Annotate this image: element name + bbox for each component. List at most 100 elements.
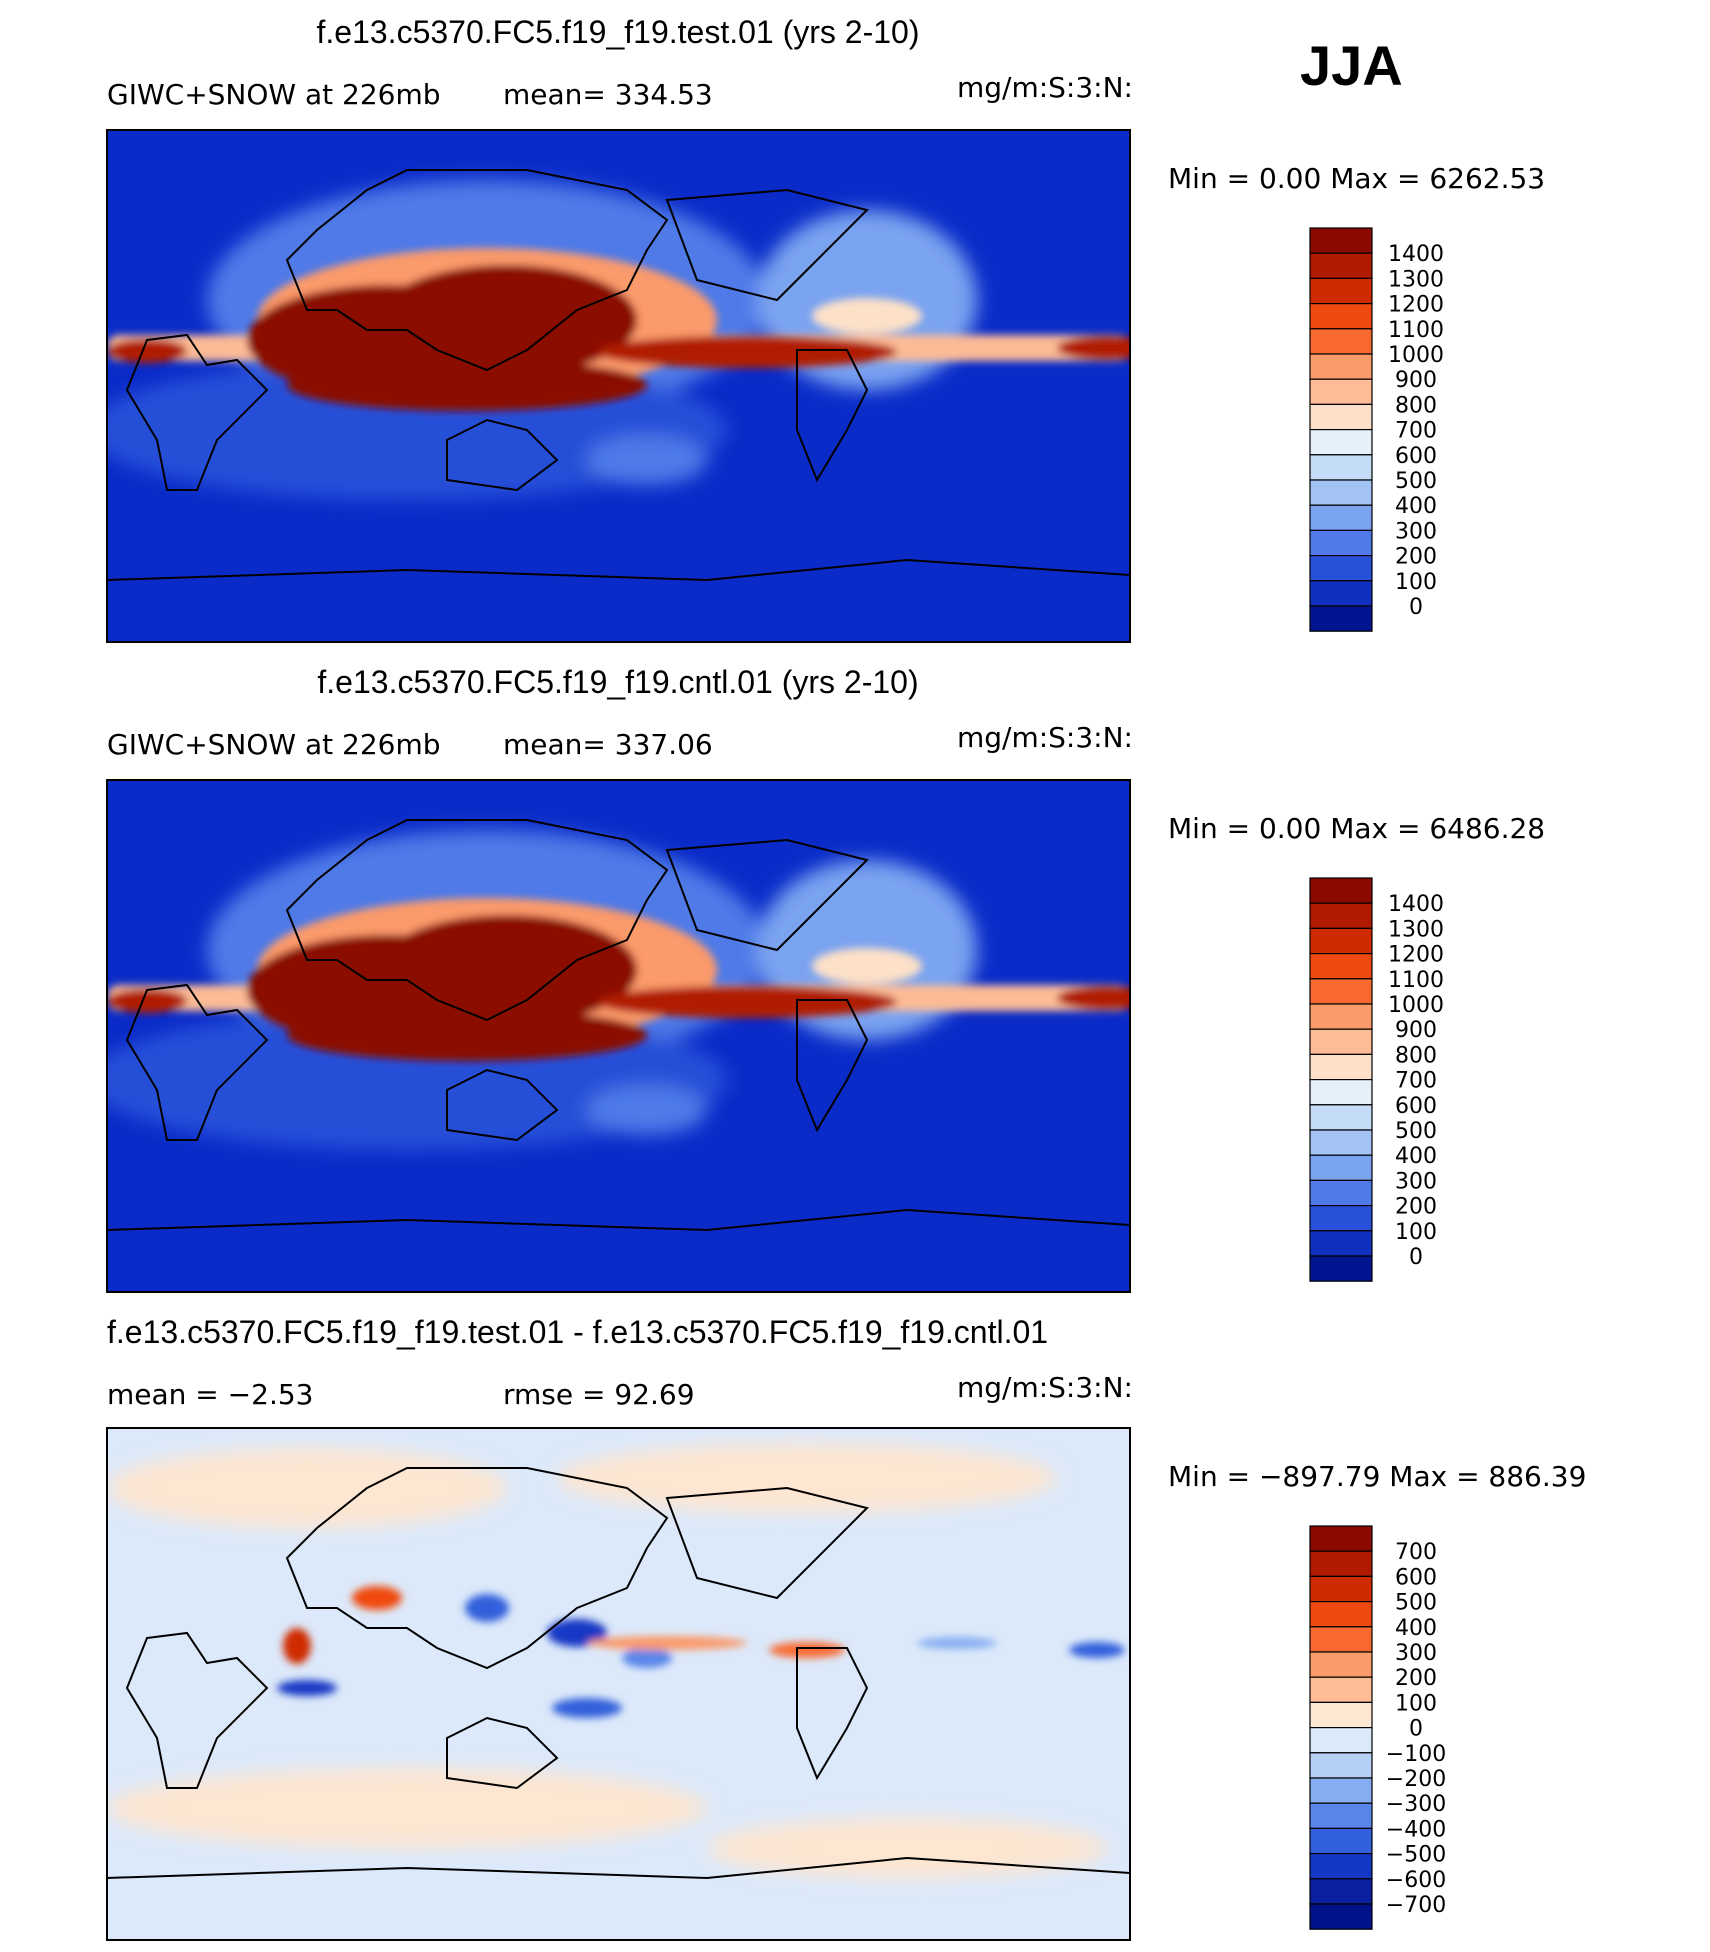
coastlines <box>107 819 1130 1232</box>
colorbar-swatch <box>1309 1726 1373 1754</box>
colorbar-swatch <box>1309 1179 1373 1207</box>
colorbar-swatch <box>1309 1752 1373 1779</box>
colorbar-swatch <box>1309 378 1373 406</box>
colorbar-tick-label: 300 <box>1395 1169 1437 1194</box>
colorbar-swatch <box>1309 479 1373 506</box>
season-label: JJA <box>1300 34 1403 97</box>
minmax-label: Min = 0.00 Max = 6486.28 <box>1168 812 1545 845</box>
colorbar-tick-label: 1300 <box>1388 917 1444 942</box>
colorbar-tick-label: 1100 <box>1388 318 1444 343</box>
colorbar-swatch <box>1309 1550 1373 1577</box>
ice-field <box>107 180 1130 500</box>
colorbar-tick-label: 100 <box>1395 1691 1437 1716</box>
colorbar-tick-label: 600 <box>1395 444 1437 469</box>
coastlines <box>107 1467 1130 1880</box>
colorbar-tick-label: −100 <box>1386 1742 1446 1767</box>
colorbar-tick-label: 1200 <box>1388 293 1444 318</box>
units-label: mg/m:S:3:N: <box>957 1371 1133 1404</box>
colorbar-tick-label: 500 <box>1395 469 1437 494</box>
panel-diff: f.e13.c5370.FC5.f19_f19.test.01 - f.e13.… <box>106 1314 1586 1941</box>
colorbar-swatch <box>1309 1903 1373 1930</box>
colorbar-tick-label: 1400 <box>1388 242 1444 267</box>
colorbar-swatch <box>1309 605 1373 632</box>
colorbar-tick-label: 1300 <box>1388 267 1444 292</box>
colorbar-swatch <box>1309 353 1373 380</box>
colorbar-cntl: 1400130012001100100090080070060050040030… <box>1309 877 1444 1282</box>
colorbar-swatch <box>1309 328 1373 355</box>
colorbar-tick-label: 0 <box>1409 1717 1423 1742</box>
colorbar-tick-label: 0 <box>1409 595 1423 620</box>
colorbar-tick-label: −700 <box>1386 1893 1446 1918</box>
colorbar-tick-label: 200 <box>1395 1666 1437 1691</box>
map-frame <box>106 1427 1131 1941</box>
colorbar-tick-label: 200 <box>1395 1195 1437 1220</box>
colorbar-swatch <box>1309 1028 1373 1055</box>
colorbar-swatch <box>1309 1525 1373 1552</box>
colorbar-swatch <box>1309 1777 1373 1804</box>
colorbar-tick-label: 100 <box>1395 570 1437 595</box>
colorbar-tick-label: 1400 <box>1388 892 1444 917</box>
colorbar-tick-label: 500 <box>1395 1591 1437 1616</box>
colorbar-diff: 7006005004003002001000−100−200−300−400−5… <box>1309 1525 1446 1930</box>
colorbar-tick-label: −600 <box>1386 1868 1446 1893</box>
colorbar-tick-label: −200 <box>1386 1767 1446 1792</box>
mean-label: mean= 337.06 <box>503 728 713 761</box>
colorbar-swatch <box>1309 277 1373 305</box>
colorbar-swatch <box>1309 877 1373 904</box>
colorbar-swatch <box>1309 1078 1373 1106</box>
colorbar-tick-label: 1200 <box>1388 943 1444 968</box>
panel-title: f.e13.c5370.FC5.f19_f19.cntl.01 (yrs 2-1… <box>317 664 918 700</box>
colorbar-tick-label: 300 <box>1395 519 1437 544</box>
colorbar-tick-label: 600 <box>1395 1565 1437 1590</box>
colorbar-tick-label: 600 <box>1395 1094 1437 1119</box>
colorbar-swatch <box>1309 252 1373 279</box>
rmse-label: rmse = 92.69 <box>503 1378 695 1411</box>
colorbar-swatch <box>1309 1053 1373 1081</box>
colorbar-swatch <box>1309 403 1373 431</box>
colorbar-tick-label: 500 <box>1395 1119 1437 1144</box>
colorbar-tick-label: −500 <box>1386 1843 1446 1868</box>
colorbar-swatch <box>1309 429 1373 456</box>
colorbar-swatch <box>1309 454 1373 481</box>
colorbar-tick-label: 400 <box>1395 1144 1437 1169</box>
colorbar-swatch <box>1309 303 1373 330</box>
map-frame <box>106 779 1131 1293</box>
colorbar-swatch <box>1309 1600 1373 1628</box>
colorbar-swatch <box>1309 1878 1373 1905</box>
map-test <box>107 130 1130 642</box>
colorbar-swatch <box>1309 1003 1373 1030</box>
variable-label: GIWC+SNOW at 226mb <box>107 78 441 111</box>
panel-test: f.e13.c5370.FC5.f19_f19.test.01 (yrs 2-1… <box>106 14 1545 643</box>
colorbar-tick-label: 1100 <box>1388 968 1444 993</box>
colorbar-test: 1400130012001100100090080070060050040030… <box>1309 227 1444 632</box>
colorbar-swatch <box>1309 902 1373 930</box>
colorbar-swatch <box>1309 1676 1373 1703</box>
colorbar-tick-label: 700 <box>1395 419 1437 444</box>
colorbar-tick-label: 700 <box>1395 1069 1437 1094</box>
colorbar-tick-label: 400 <box>1395 1616 1437 1641</box>
panel-title: f.e13.c5370.FC5.f19_f19.test.01 (yrs 2-1… <box>317 14 920 50</box>
map-diff <box>107 1428 1130 1940</box>
mean-label: mean = −2.53 <box>107 1378 313 1411</box>
colorbar-swatch <box>1309 1154 1373 1181</box>
colorbar-swatch <box>1309 227 1373 254</box>
coastlines <box>107 169 1130 582</box>
colorbar-tick-label: 400 <box>1395 494 1437 519</box>
colorbar-swatch <box>1309 1701 1373 1729</box>
colorbar-swatch <box>1309 529 1373 557</box>
colorbar-tick-label: 700 <box>1395 1540 1437 1565</box>
colorbar-swatch <box>1309 580 1373 607</box>
colorbar-swatch <box>1309 1575 1373 1603</box>
colorbar-tick-label: 800 <box>1395 1043 1437 1068</box>
colorbar-swatch <box>1309 1802 1373 1829</box>
panel-cntl: f.e13.c5370.FC5.f19_f19.cntl.01 (yrs 2-1… <box>106 664 1545 1293</box>
units-label: mg/m:S:3:N: <box>957 71 1133 104</box>
colorbar-swatch <box>1309 1129 1373 1156</box>
colorbar-swatch <box>1309 1626 1373 1653</box>
colorbar-tick-label: 300 <box>1395 1641 1437 1666</box>
colorbar-tick-label: 100 <box>1395 1220 1437 1245</box>
colorbar-swatch <box>1309 978 1373 1005</box>
colorbar-tick-label: 1000 <box>1388 993 1444 1018</box>
